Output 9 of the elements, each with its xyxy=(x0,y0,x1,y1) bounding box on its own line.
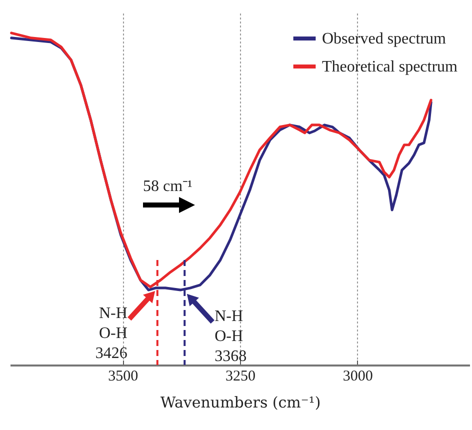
legend-label: Theoretical spectrum xyxy=(322,58,458,76)
x-tick-label: 3500 xyxy=(108,368,138,384)
x-tick-label: 3250 xyxy=(226,368,256,384)
legend-label: Observed spectrum xyxy=(322,30,447,48)
x-tick-label: 3000 xyxy=(342,368,373,384)
annotation: N-H O-H 3426 xyxy=(95,304,128,362)
annotation: N-H O-H 3368 xyxy=(214,308,247,365)
x-axis-title: Wavenumbers (cm⁻¹) xyxy=(160,394,321,412)
annotation: 58 cm⁻¹ xyxy=(143,178,193,195)
